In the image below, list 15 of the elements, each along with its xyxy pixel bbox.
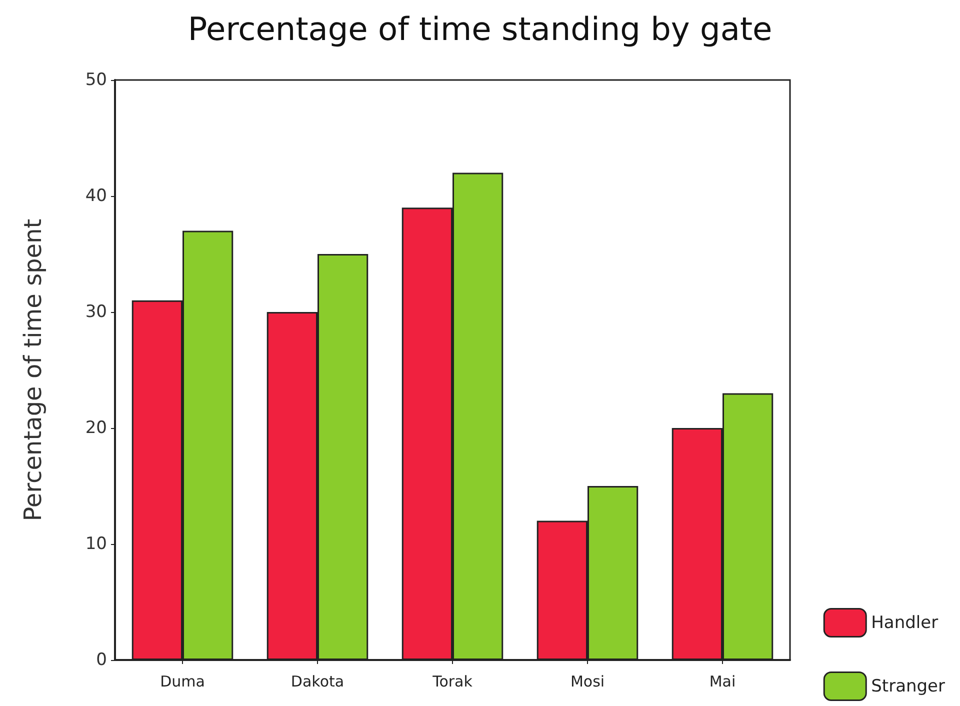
y-tick-label: 20 xyxy=(85,418,107,438)
x-tick-label: Duma xyxy=(160,672,205,690)
x-tick-label: Dakota xyxy=(290,672,344,690)
y-tick-label: 50 xyxy=(85,70,107,90)
y-tick-label: 0 xyxy=(96,650,107,670)
x-tick-label: Mai xyxy=(709,672,736,690)
y-tick-label: 30 xyxy=(85,302,107,322)
legend-label: Handler xyxy=(871,612,938,633)
chart-title: Percentage of time standing by gate xyxy=(188,10,772,48)
legend-label: Stranger xyxy=(871,676,946,696)
x-tick-label: Mosi xyxy=(570,672,605,690)
x-tick-label: Torak xyxy=(432,672,473,690)
y-tick-label: 40 xyxy=(85,186,107,206)
y-axis-title: Percentage of time spent xyxy=(19,218,47,522)
y-tick-label: 10 xyxy=(85,534,107,554)
